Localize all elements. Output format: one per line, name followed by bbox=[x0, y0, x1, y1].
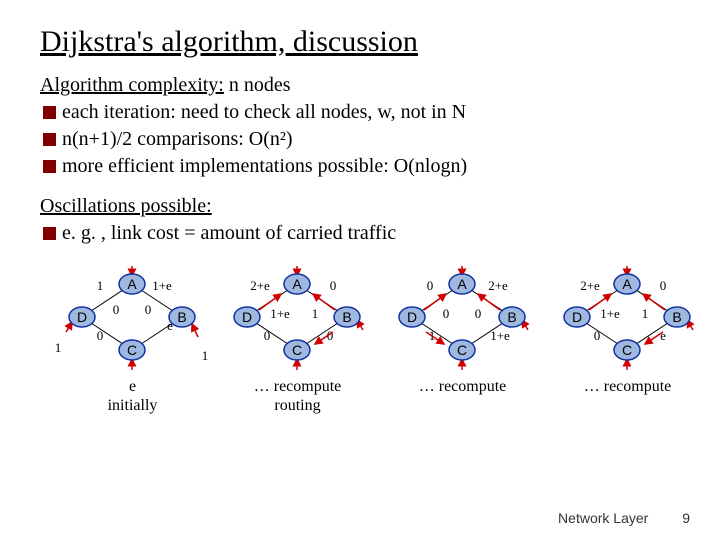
graph-recompute-1: 2+e 0 1+e 1 0 0 A D B C bbox=[215, 262, 380, 415]
svg-text:0: 0 bbox=[443, 306, 450, 321]
svg-text:0: 0 bbox=[427, 278, 434, 293]
svg-text:1+e: 1+e bbox=[600, 306, 620, 321]
svg-text:D: D bbox=[407, 309, 417, 325]
svg-text:B: B bbox=[342, 309, 351, 325]
slide-footer: Network Layer 9 bbox=[558, 510, 690, 526]
svg-text:A: A bbox=[292, 276, 302, 292]
svg-text:0: 0 bbox=[475, 306, 482, 321]
footer-label: Network Layer bbox=[558, 510, 648, 526]
svg-text:B: B bbox=[177, 309, 186, 325]
complexity-header: Algorithm complexity: n nodes bbox=[40, 74, 680, 97]
svg-text:1: 1 bbox=[55, 340, 62, 355]
svg-text:A: A bbox=[457, 276, 467, 292]
svg-text:B: B bbox=[507, 309, 516, 325]
svg-text:1: 1 bbox=[312, 306, 319, 321]
svg-text:0: 0 bbox=[113, 302, 120, 317]
graph-recompute-2: 0 2+e 0 0 1 1+e A D B C bbox=[380, 262, 545, 415]
slide-title: Dijkstra's algorithm, discussion bbox=[40, 25, 680, 59]
svg-text:2+e: 2+e bbox=[250, 278, 270, 293]
svg-text:2+e: 2+e bbox=[488, 278, 508, 293]
svg-text:D: D bbox=[242, 309, 252, 325]
svg-text:1: 1 bbox=[642, 306, 649, 321]
svg-text:0: 0 bbox=[145, 302, 152, 317]
diagram-row: 1 1+e 0 0 0 e 1 1 A D bbox=[40, 262, 680, 415]
svg-text:e: e bbox=[660, 328, 666, 343]
svg-text:0: 0 bbox=[264, 328, 271, 343]
svg-text:C: C bbox=[292, 342, 302, 358]
svg-text:1+e: 1+e bbox=[270, 306, 290, 321]
svg-text:0: 0 bbox=[330, 278, 337, 293]
svg-text:1: 1 bbox=[202, 348, 209, 363]
svg-text:B: B bbox=[672, 309, 681, 325]
graph-initially: 1 1+e 0 0 0 e 1 1 A D bbox=[50, 262, 215, 415]
svg-text:D: D bbox=[572, 309, 582, 325]
svg-text:0: 0 bbox=[594, 328, 601, 343]
svg-text:1+e: 1+e bbox=[490, 328, 510, 343]
page-number: 9 bbox=[682, 510, 690, 526]
svg-text:0: 0 bbox=[660, 278, 667, 293]
svg-text:A: A bbox=[622, 276, 632, 292]
svg-text:C: C bbox=[457, 342, 467, 358]
svg-text:1: 1 bbox=[97, 278, 104, 293]
svg-text:A: A bbox=[127, 276, 137, 292]
svg-text:C: C bbox=[622, 342, 632, 358]
svg-text:C: C bbox=[127, 342, 137, 358]
svg-text:1+e: 1+e bbox=[152, 278, 172, 293]
svg-text:2+e: 2+e bbox=[580, 278, 600, 293]
oscillations-header: Oscillations possible: bbox=[40, 195, 680, 218]
svg-text:0: 0 bbox=[97, 328, 104, 343]
graph-recompute-3: 2+e 0 1+e 1 0 e A D B C bbox=[545, 262, 710, 415]
complexity-bullets: each iteration: need to check all nodes,… bbox=[40, 99, 680, 180]
oscillations-bullets: e. g. , link cost = amount of carried tr… bbox=[40, 220, 680, 247]
svg-text:D: D bbox=[77, 309, 87, 325]
